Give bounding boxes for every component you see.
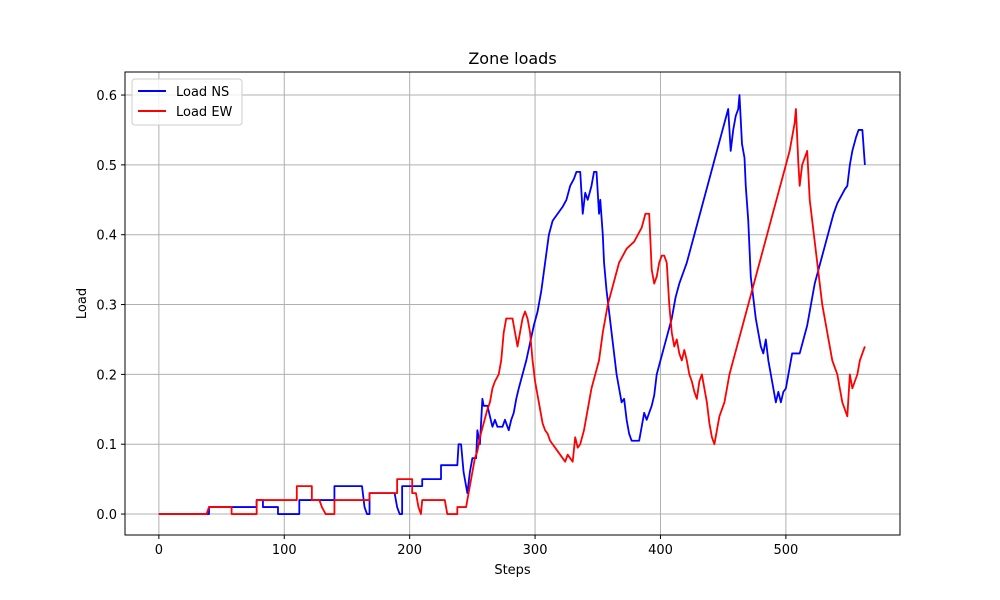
y-tick-label: 0.2 <box>96 368 117 383</box>
chart-title: Zone loads <box>468 49 556 68</box>
x-tick-label: 500 <box>773 543 798 558</box>
x-axis: 0 100 200 300 400 500 <box>155 535 798 558</box>
y-tick-label: 0.3 <box>96 299 117 314</box>
y-tick-label: 0.4 <box>96 229 117 244</box>
series-layer <box>158 94 866 515</box>
y-tick-label: 0.6 <box>96 89 117 104</box>
x-tick-label: 300 <box>523 543 548 558</box>
y-axis-label: Load <box>75 288 90 319</box>
series-line-load-ew <box>158 108 866 515</box>
grid <box>125 72 900 535</box>
x-tick-label: 100 <box>272 543 297 558</box>
x-tick-label: 200 <box>397 543 422 558</box>
series-line-load-ns <box>158 94 866 515</box>
x-tick-label: 0 <box>155 543 163 558</box>
x-axis-label: Steps <box>494 563 531 578</box>
y-tick-label: 0.1 <box>96 438 117 453</box>
legend: Load NS Load EW <box>131 78 243 126</box>
y-tick-label: 0.5 <box>96 159 117 174</box>
y-axis: 0.0 0.1 0.2 0.3 0.4 0.5 0.6 <box>96 89 125 523</box>
x-tick-label: 400 <box>648 543 673 558</box>
plot-frame <box>124 71 901 536</box>
legend-label-load-ew: Load EW <box>176 105 233 120</box>
legend-label-load-ns: Load NS <box>176 85 229 100</box>
y-tick-label: 0.0 <box>96 508 117 523</box>
